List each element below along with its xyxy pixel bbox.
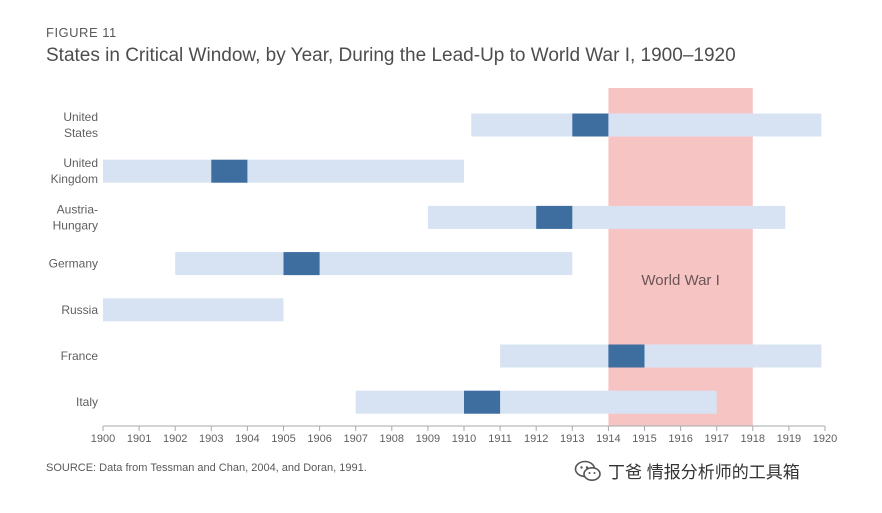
x-tick-label-1918: 1918: [741, 433, 765, 445]
x-tick-label-1903: 1903: [199, 433, 223, 445]
watermark-text: 丁爸 情报分析师的工具箱: [608, 463, 800, 482]
window-bar-united-states: [471, 113, 822, 137]
war-period-band: [608, 88, 753, 426]
x-tick-label-1906: 1906: [307, 433, 331, 445]
state-label-russia: Russia: [61, 303, 98, 317]
state-label-united-kingdom: United: [63, 156, 98, 170]
x-tick-label-1905: 1905: [271, 433, 295, 445]
x-tick-label-1901: 1901: [127, 433, 151, 445]
state-label-france: France: [61, 349, 99, 363]
critical-bar-united-kingdom: [211, 159, 248, 183]
x-tick-label-1902: 1902: [163, 433, 187, 445]
x-tick-label-1920: 1920: [813, 433, 837, 445]
x-tick-label-1900: 1900: [91, 433, 115, 445]
critical-bar-france: [608, 344, 645, 368]
state-label-united-states: States: [64, 126, 98, 140]
window-bar-italy: [355, 390, 717, 414]
x-tick-label-1914: 1914: [596, 433, 620, 445]
state-label-united-kingdom: Kingdom: [51, 172, 98, 186]
x-tick-label-1915: 1915: [632, 433, 656, 445]
figure-label: FIGURE 11: [46, 25, 117, 40]
critical-bar-italy: [464, 390, 501, 414]
state-label-austria-hungary: Hungary: [53, 218, 98, 232]
chart-title: States in Critical Window, by Year, Duri…: [46, 45, 736, 66]
state-label-germany: Germany: [49, 257, 98, 271]
war-period-label: World War I: [641, 272, 719, 289]
critical-bar-united-states: [572, 113, 609, 137]
x-tick-label-1907: 1907: [343, 433, 367, 445]
x-tick-label-1910: 1910: [452, 433, 476, 445]
window-bar-united-kingdom: [103, 159, 464, 183]
x-tick-label-1911: 1911: [488, 433, 512, 445]
x-tick-label-1913: 1913: [560, 433, 584, 445]
x-tick-label-1909: 1909: [416, 433, 440, 445]
x-tick-label-1917: 1917: [704, 433, 728, 445]
source-note: SOURCE: Data from Tessman and Chan, 2004…: [46, 462, 367, 474]
window-bar-france: [500, 344, 822, 368]
x-tick-label-1912: 1912: [524, 433, 548, 445]
x-tick-label-1904: 1904: [235, 433, 259, 445]
state-label-austria-hungary: Austria-: [57, 202, 98, 216]
x-tick-label-1908: 1908: [380, 433, 404, 445]
state-label-united-states: United: [63, 110, 98, 124]
critical-bar-austria-hungary: [536, 205, 573, 229]
window-bar-austria-hungary: [427, 205, 786, 229]
critical-bar-germany: [283, 252, 320, 276]
window-bar-germany: [175, 252, 573, 276]
window-bar-russia: [103, 298, 284, 322]
state-label-italy: Italy: [76, 395, 98, 409]
wechat-icon: [574, 460, 601, 481]
x-tick-label-1916: 1916: [668, 433, 692, 445]
watermark: 丁爸 情报分析师的工具箱: [574, 458, 800, 483]
x-tick-label-1919: 1919: [777, 433, 801, 445]
